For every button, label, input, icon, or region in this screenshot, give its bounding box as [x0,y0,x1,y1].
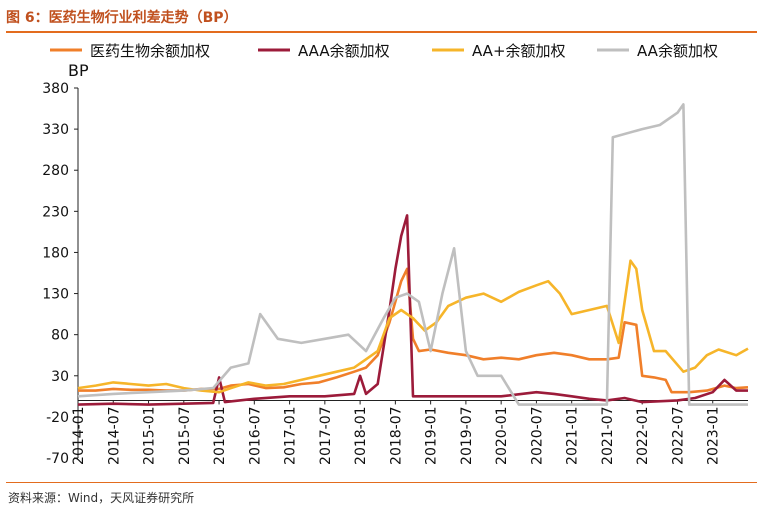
x-tick-label: 2022-07 [670,406,686,465]
y-tick-label: 80 [51,328,69,344]
x-tick-label: 2018-07 [388,406,404,465]
x-tick-label: 2017-01 [283,406,299,465]
legend-label: AAA余额加权 [298,42,390,60]
y-tick-label: -20 [46,410,69,426]
legend-label: AA余额加权 [637,42,718,60]
x-axis: 2014-01 2014-07 2015-01 2015-07 2016-01 2016-… [71,399,748,465]
y-tick-label: 30 [51,369,69,385]
y-axis-unit-label: BP [68,61,89,80]
y-tick-label: 280 [42,163,69,179]
y-tick-label: 230 [42,204,69,220]
legend-label: AA+余额加权 [472,42,566,60]
x-tick-label: 2016-07 [247,406,263,465]
series-line [77,103,748,406]
y-tick-label: 130 [42,287,69,303]
legend-label: 医药生物余额加权 [90,42,210,60]
x-tick-label: 2019-07 [459,406,475,465]
x-tick-label: 2018-01 [353,406,369,465]
x-tick-label: 2020-07 [529,406,545,465]
y-axis: -70 -20 30 80 130 180 230 280 330 380 [42,81,79,467]
x-tick-label: 2019-01 [424,406,440,465]
y-tick-label: 180 [42,245,69,261]
series-line [77,214,748,406]
x-tick-label: 2015-07 [177,406,193,465]
chart-series [77,103,749,406]
x-tick-label: 2021-07 [600,406,616,465]
chart-legend: 医药生物余额加权 AAA余额加权 AA+余额加权 AA余额加权 [50,42,718,60]
x-tick-label: 2017-07 [318,406,334,465]
title-divider [6,31,757,33]
source-note: 资料来源：Wind，天风证券研究所 [8,491,195,505]
x-tick-label: 2021-01 [565,406,581,465]
x-tick-label: 2020-01 [494,406,510,465]
footer-divider [6,482,757,483]
x-tick-label: 2022-01 [635,406,651,465]
x-tick-label: 2015-01 [142,406,158,465]
page-title: 图 6：医药生物行业利差走势（BP） [6,10,238,26]
x-tick-label: 2014-07 [106,406,122,465]
y-tick-label: 380 [42,81,69,97]
x-tick-label: 2023-01 [706,406,722,465]
x-tick-label: 2016-01 [212,406,228,465]
y-tick-label: -70 [46,451,69,467]
x-tick-label: 2014-01 [71,406,87,465]
line-chart: 医药生物余额加权 AAA余额加权 AA+余额加权 AA余额加权 BP -70 -20 30… [42,42,749,467]
y-tick-label: 330 [42,122,69,138]
